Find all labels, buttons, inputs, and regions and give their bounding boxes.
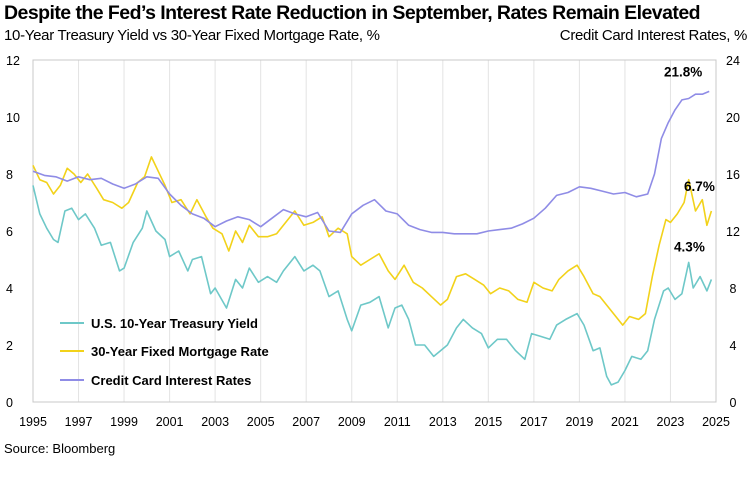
mortgage-end-label: 6.7% xyxy=(684,179,715,194)
x-tick-label: 2025 xyxy=(702,415,730,429)
right-y-tick-label: 16 xyxy=(726,168,740,182)
x-tick-label: 1997 xyxy=(65,415,93,429)
x-tick-label: 1995 xyxy=(19,415,47,429)
credit-card-rate-line xyxy=(32,90,710,235)
legend-item-credit-card-label: Credit Card Interest Rates xyxy=(91,373,251,388)
x-tick-label: 2003 xyxy=(201,415,229,429)
right-y-tick-label: 20 xyxy=(726,111,740,125)
left-y-tick-label: 8 xyxy=(6,168,13,182)
right-y-tick-label: 8 xyxy=(730,282,737,296)
right-axis-ticks: 0 4 8 12 16 20 24 xyxy=(726,54,740,410)
x-tick-label: 2023 xyxy=(657,415,685,429)
right-y-tick-label: 24 xyxy=(726,54,740,68)
x-tick-label: 2007 xyxy=(292,415,320,429)
x-tick-label: 2019 xyxy=(565,415,593,429)
left-y-tick-label: 2 xyxy=(6,339,13,353)
x-tick-label: 2009 xyxy=(338,415,366,429)
x-tick-label: 2001 xyxy=(156,415,184,429)
credit-card-end-label: 21.8% xyxy=(664,64,702,79)
series-lines xyxy=(32,90,713,386)
left-y-tick-label: 4 xyxy=(6,282,13,296)
right-y-tick-label: 0 xyxy=(730,396,737,410)
x-tick-label: 2011 xyxy=(384,415,411,429)
x-tick-label: 2015 xyxy=(474,415,502,429)
source-note: Source: Bloomberg xyxy=(4,441,116,456)
left-y-tick-label: 10 xyxy=(6,111,20,125)
x-tick-label: 2017 xyxy=(520,415,548,429)
left-y-tick-label: 0 xyxy=(6,396,13,410)
left-axis-ticks: 0 2 4 6 8 10 12 xyxy=(6,54,20,410)
x-tick-label: 1999 xyxy=(110,415,138,429)
legend-item-treasury-label: U.S. 10-Year Treasury Yield xyxy=(91,316,258,331)
right-axis-subtitle: Credit Card Interest Rates, % xyxy=(559,27,748,44)
treasury-end-label: 4.3% xyxy=(674,239,705,254)
legend: U.S. 10-Year Treasury Yield 30-Year Fixed… xyxy=(60,316,269,388)
x-tick-label: 2013 xyxy=(429,415,457,429)
treasury-yield-line xyxy=(32,185,713,386)
page-title: Despite the Fed’s Interest Rate Reductio… xyxy=(4,2,701,24)
x-tick-label: 2021 xyxy=(611,415,639,429)
right-y-tick-label: 4 xyxy=(730,339,737,353)
left-y-tick-label: 6 xyxy=(6,225,13,239)
plot-frame xyxy=(32,59,717,403)
left-y-tick-label: 12 xyxy=(6,54,20,68)
end-labels: 4.3% 6.7% 21.8% xyxy=(664,64,715,254)
right-y-tick-label: 12 xyxy=(726,225,740,239)
x-tick-label: 2005 xyxy=(247,415,275,429)
x-axis-ticks: 1995 1997 1999 2001 2003 2005 2007 2009 2011 2013… xyxy=(19,415,730,429)
left-axis-subtitle: 10-Year Treasury Yield vs 30-Year Fixed … xyxy=(4,27,380,44)
legend-item-mortgage-label: 30-Year Fixed Mortgage Rate xyxy=(91,344,269,359)
